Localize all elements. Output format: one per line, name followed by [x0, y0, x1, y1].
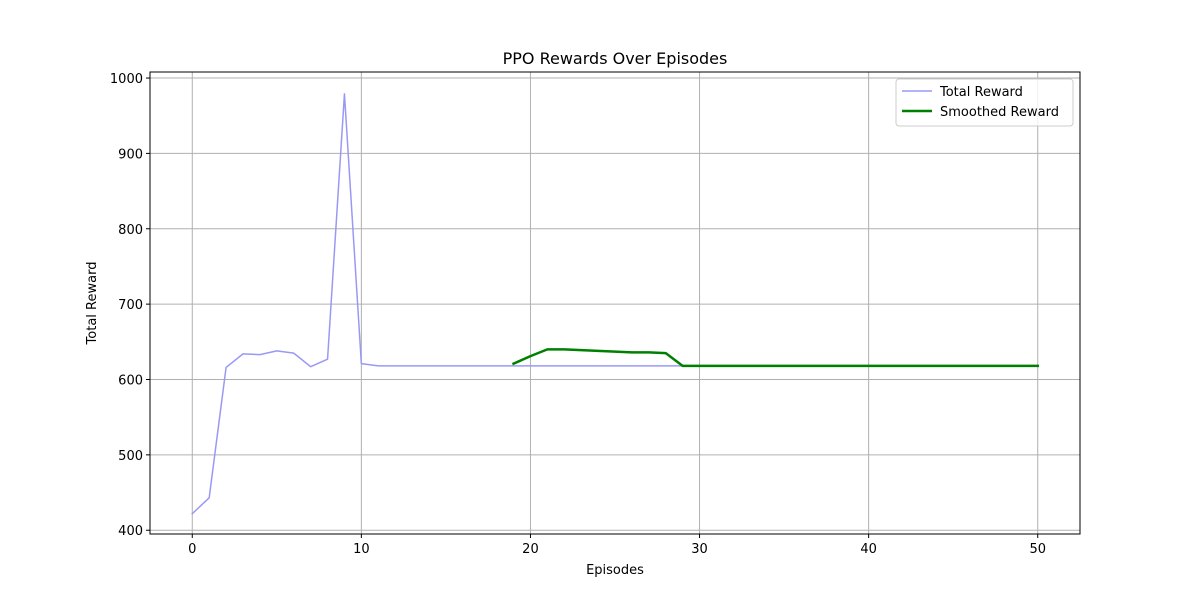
plot-frame — [149, 71, 1081, 535]
legend-label-smoothed-reward: Smoothed Reward — [940, 105, 1059, 120]
x-tick-label: 40 — [860, 542, 877, 557]
x-tick-label: 0 — [188, 542, 196, 557]
axis-ticks: 0 10 20 30 40 50 400 500 600 700 800 900 1000 — [110, 72, 1046, 557]
y-tick-label: 500 — [118, 449, 143, 464]
legend: Total Reward Smoothed Reward — [895, 78, 1074, 127]
grid-lines — [150, 72, 1080, 534]
x-tick-label: 30 — [691, 542, 708, 557]
y-tick-label: 900 — [118, 147, 143, 162]
y-tick-label: 700 — [118, 298, 143, 313]
chart-title: PPO Rewards Over Episodes — [503, 49, 728, 68]
y-tick-label: 800 — [118, 223, 143, 238]
x-tick-label: 50 — [1029, 542, 1046, 557]
series-line-smoothed-reward — [511, 348, 1039, 368]
series-lines — [191, 93, 1039, 515]
x-tick-label: 10 — [353, 542, 370, 557]
series-line-total-reward — [191, 93, 684, 515]
y-axis-label: Total Reward — [85, 262, 100, 346]
y-tick-label: 1000 — [110, 72, 143, 87]
x-tick-label: 20 — [522, 542, 539, 557]
y-tick-label: 400 — [118, 524, 143, 539]
x-axis-label: Episodes — [586, 563, 644, 578]
legend-label-total-reward: Total Reward — [939, 85, 1023, 100]
legend-box — [895, 78, 1074, 127]
y-tick-label: 600 — [118, 373, 143, 388]
